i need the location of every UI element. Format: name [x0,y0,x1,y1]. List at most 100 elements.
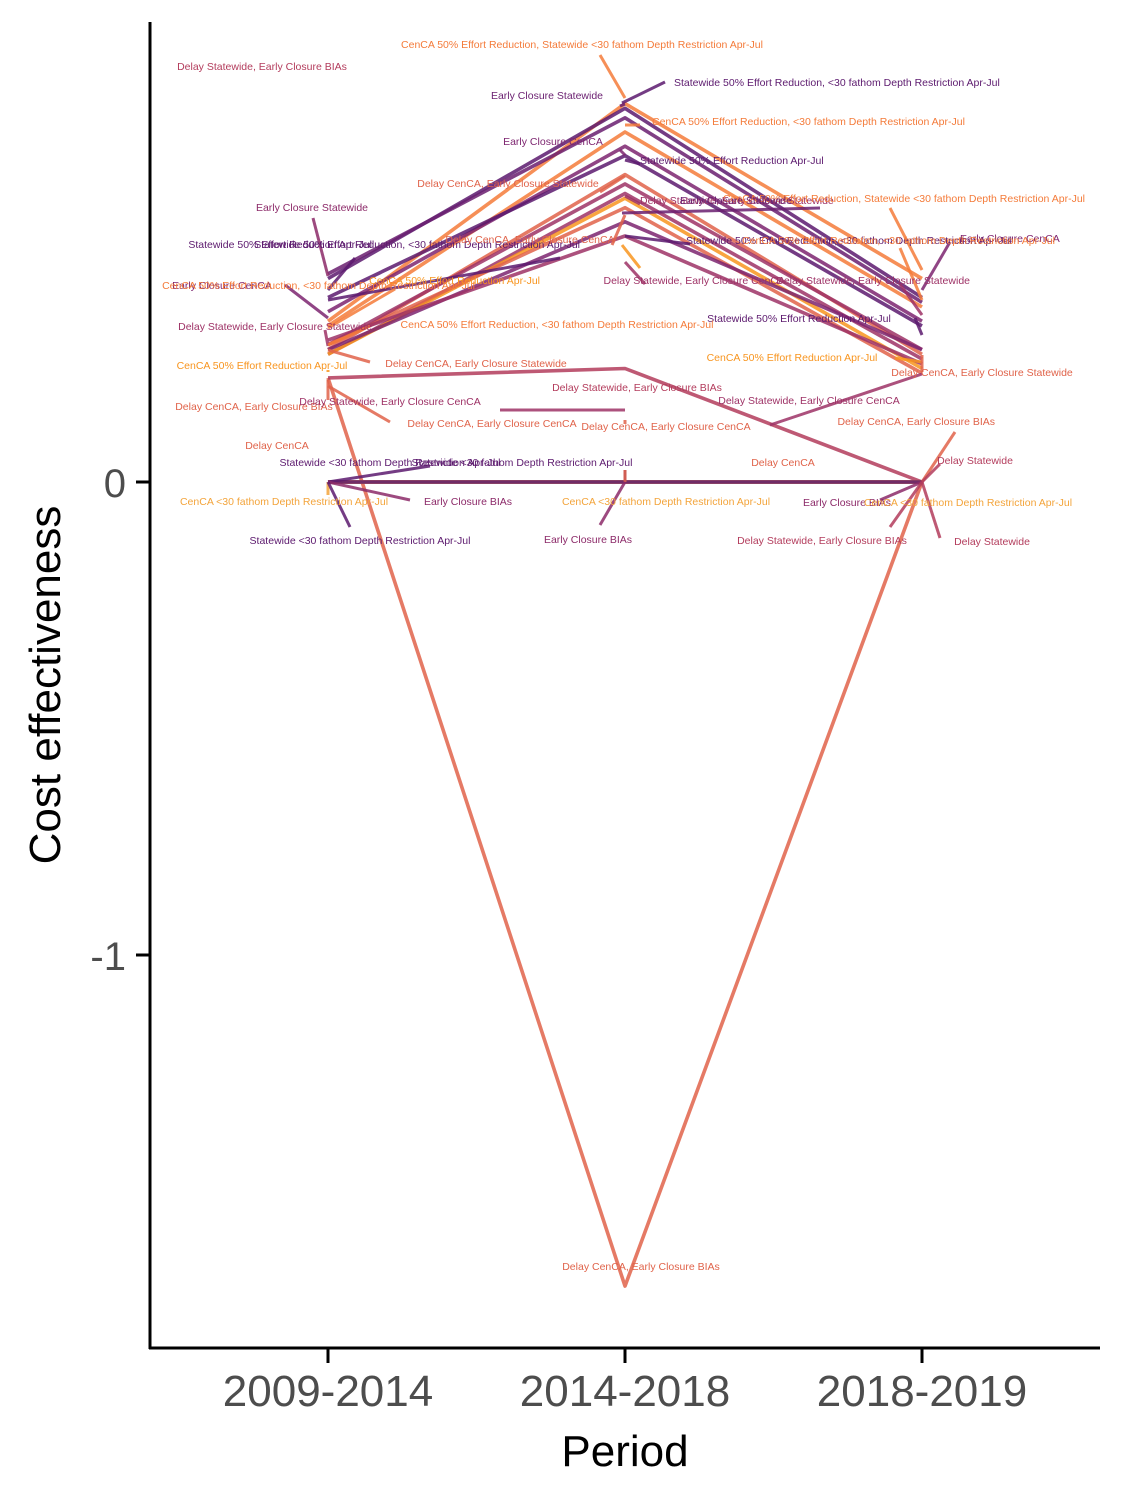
series-line [327,196,923,371]
series-label: Delay CenCA, Early Closure Statewide [891,367,1073,379]
series-label: CenCA <30 fathom Depth Restriction Apr-J… [864,497,1072,509]
label-leader [327,464,431,484]
series-label: CenCA 50% Effort Reduction Apr-Jul [707,352,878,364]
label-leader-lines [284,54,957,539]
label-leader [898,283,924,316]
label-leader [920,481,942,539]
series-line [327,130,923,328]
series-label: Statewide <30 fathom Depth Restriction A… [280,457,501,469]
series-label: Early Closure Statewide [256,202,368,214]
x-axis-title: Period [561,1427,688,1476]
series-label: Statewide 50% Effort Reduction, <30 fath… [254,239,580,251]
label-leader [624,158,641,166]
series-line [327,205,923,375]
series-label: Delay Statewide, Early Closure CenCA [299,396,481,408]
series-label: CenCA <30 fathom Depth Restriction Apr-J… [562,496,770,508]
series-label: Delay Statewide, Early Closure CenCA [604,275,786,287]
label-leader [898,247,924,301]
series-label: Delay Statewide [954,536,1030,548]
x-axis-ticks: 2009-2014 2014-2018 2018-2019 [223,1349,1027,1416]
label-leader [610,214,627,246]
label-leader [599,174,626,194]
series-label: Early Closure Statewide [491,90,603,102]
series-label: Delay CenCA, Early Closure Statewide [417,178,599,190]
series-line [327,144,923,323]
series-label: Delay CenCA, Early Closure BIAs [562,1261,720,1273]
series-line [327,366,923,484]
label-leader [327,348,371,364]
y-tick-label: 0 [104,462,126,506]
x-tick-label: 2018-2019 [817,1367,1027,1416]
label-leader [624,234,691,246]
label-leader [327,287,396,330]
series-label: Delay Statewide, Early Closure Statewide [178,321,372,333]
series-label: Statewide 50% Effort Reduction Apr-Jul [188,239,372,251]
series-label: CenCA 50% Effort Reduction, <30 fathom D… [742,235,1055,247]
series-label: CenCA 50% Effort Reduction, <30 fathom D… [401,319,714,331]
series-label: CenCA 50% Effort Reduction, <30 fathom D… [162,280,475,292]
series-label: Statewide <30 fathom Depth Restriction A… [412,457,633,469]
series-line [327,116,923,304]
series-label: Delay Statewide, Early Closure BIAs [177,61,347,73]
series-label: Statewide 50% Effort Reduction Apr-Jul [707,313,891,325]
label-leader [598,481,627,526]
x-tick-label: 2014-2018 [520,1367,730,1416]
label-leader [326,257,357,291]
series-label: Early Closure CenCA [960,233,1060,245]
series-labels: CenCA 50% Effort Reduction, Statewide <3… [162,39,1085,1273]
series-label: Statewide <30 fathom Depth Restriction A… [250,535,471,547]
label-leader [621,206,821,215]
x-tick-label: 2009-2014 [223,1367,433,1416]
series-label: Statewide 50% Effort Reduction, <30 fath… [686,235,1012,247]
label-leader [327,256,561,302]
y-tick-label: -1 [90,935,126,979]
label-leader [894,356,923,364]
series-label: Delay Statewide, Early Closure BIAs [552,382,722,394]
series-label: Delay CenCA, Early Closure CenCA [581,421,750,433]
series-label: Delay CenCA [751,457,815,469]
series-label: Statewide 50% Effort Reduction Apr-Jul [640,155,824,167]
label-leader [323,329,330,347]
series-lines [326,101,924,1288]
series-label: CenCA 50% Effort Reduction, <30 fathom D… [652,116,965,128]
series-label: Delay CenCA, Early Closure CenCA [407,418,576,430]
series-label: Delay CenCA, Early Closure CenCA [445,234,614,246]
label-leader [598,54,627,99]
label-leader [311,217,330,277]
series-label: CenCA 50% Effort Reduction, Statewide <3… [723,193,1085,205]
series-label: CenCA <30 fathom Depth Restriction Apr-J… [180,496,388,508]
label-leader [327,480,411,502]
label-leader [623,260,647,286]
series-label: Delay Statewide, Early Closure Statewide [776,275,970,287]
label-leader [284,283,329,320]
series-label: Early Closure BIAs [544,534,632,546]
label-leader [769,372,923,427]
label-leader [920,241,952,291]
label-leader [920,462,942,484]
label-leader [619,102,626,108]
label-leader [888,207,924,271]
label-leader [618,148,627,157]
series-line [327,182,923,352]
series-label: Delay CenCA [245,440,309,452]
label-leader [326,481,352,528]
series-label: Delay CenCA, Early Closure Statewide [385,358,567,370]
series-label: Early Closure CenCA [172,280,272,292]
label-leader [624,194,641,206]
series-label: Delay Statewide, Early Closure BIAs [737,535,907,547]
y-axis-title: Cost effectiveness [21,506,70,865]
label-leader [327,384,391,424]
label-leader [888,481,924,528]
label-leader [913,317,924,336]
label-leader [920,431,957,483]
label-leader [327,324,371,347]
series-label: Delay Statewide, Early Closure Statewide [640,195,834,207]
label-leader [879,480,923,502]
series-label: Delay CenCA, Early Closure BIAs [175,401,333,413]
series-label: Statewide 50% Effort Reduction, <30 fath… [674,77,1000,89]
series-label: Delay Statewide [937,455,1013,467]
series-label: CenCA 50% Effort Reduction Apr-Jul [369,275,540,287]
series-line [327,153,923,328]
series-label: CenCA 50% Effort Reduction Apr-Jul [177,360,348,372]
